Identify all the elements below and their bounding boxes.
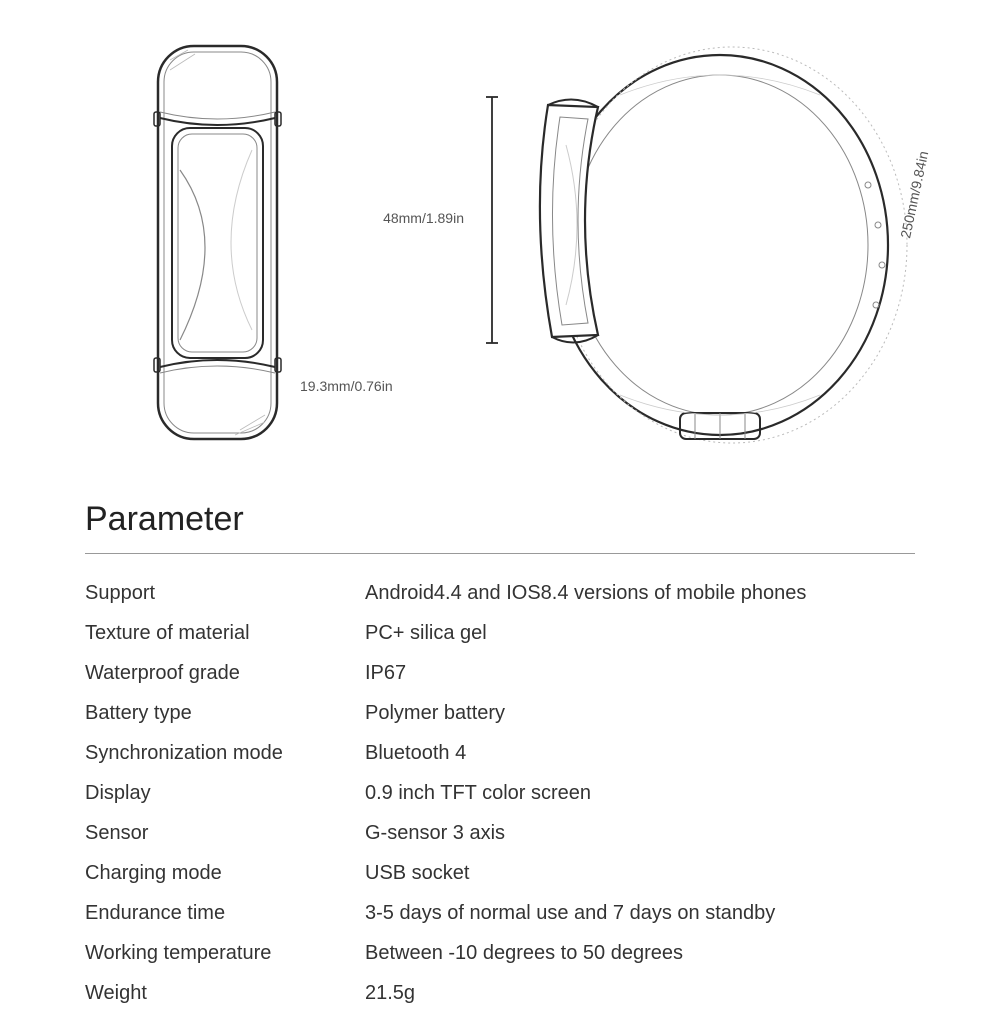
spec-value: Polymer battery [365, 698, 915, 729]
spec-row: Waterproof gradeIP67 [85, 658, 915, 689]
spec-label: Charging mode [85, 858, 365, 889]
spec-label: Battery type [85, 698, 365, 729]
spec-label: Synchronization mode [85, 738, 365, 769]
spec-label: Display [85, 778, 365, 809]
spec-label: Support [85, 578, 365, 609]
spec-value: IP67 [365, 658, 915, 689]
spec-row: SupportAndroid4.4 and IOS8.4 versions of… [85, 578, 915, 609]
spec-row: Texture of materialPC+ silica gel [85, 618, 915, 649]
width-dimension-label: 19.3mm/0.76in [300, 378, 393, 394]
spec-value: Bluetooth 4 [365, 738, 915, 769]
front-view-sketch [140, 40, 295, 445]
spec-list: SupportAndroid4.4 and IOS8.4 versions of… [85, 578, 915, 1009]
spec-row: SensorG-sensor 3 axis [85, 818, 915, 849]
spec-value: USB socket [365, 858, 915, 889]
spec-row: Display0.9 inch TFT color screen [85, 778, 915, 809]
spec-value: PC+ silica gel [365, 618, 915, 649]
spec-value: 3-5 days of normal use and 7 days on sta… [365, 898, 915, 929]
spec-label: Texture of material [85, 618, 365, 649]
diagram-area: 19.3mm/0.76in 48mm/1.89in [0, 0, 1000, 500]
spec-row: Working temperatureBetween -10 degrees t… [85, 938, 915, 969]
spec-row: Battery typePolymer battery [85, 698, 915, 729]
spec-label: Working temperature [85, 938, 365, 969]
divider [85, 553, 915, 554]
spec-row: Synchronization modeBluetooth 4 [85, 738, 915, 769]
spec-row: Charging modeUSB socket [85, 858, 915, 889]
spec-label: Weight [85, 978, 365, 1009]
spec-label: Endurance time [85, 898, 365, 929]
spec-row: Endurance time3-5 days of normal use and… [85, 898, 915, 929]
spec-value: 21.5g [365, 978, 915, 1009]
section-title: Parameter [85, 500, 915, 539]
spec-row: Weight21.5g [85, 978, 915, 1009]
spec-value: Between -10 degrees to 50 degrees [365, 938, 915, 969]
spec-value: G-sensor 3 axis [365, 818, 915, 849]
height-dimension-label: 48mm/1.89in [383, 210, 464, 226]
side-view-sketch [470, 35, 910, 455]
spec-value: Android4.4 and IOS8.4 versions of mobile… [365, 578, 915, 609]
spec-value: 0.9 inch TFT color screen [365, 778, 915, 809]
spec-label: Waterproof grade [85, 658, 365, 689]
spec-section: Parameter SupportAndroid4.4 and IOS8.4 v… [0, 500, 1000, 1009]
spec-label: Sensor [85, 818, 365, 849]
